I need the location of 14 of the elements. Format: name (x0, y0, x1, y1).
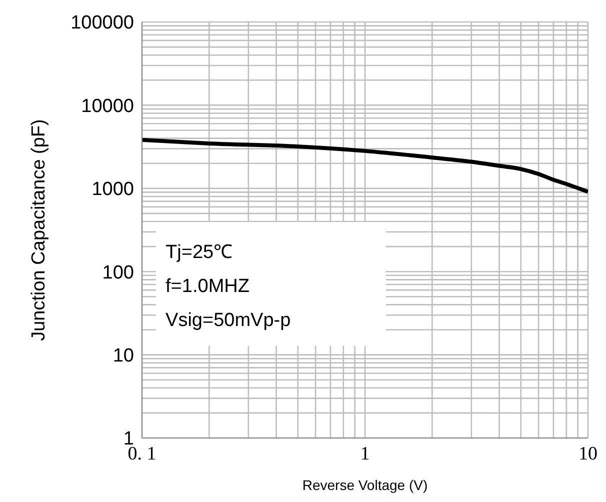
x-tick-label: 1 (360, 443, 370, 464)
y-tick-label: 100 (102, 262, 134, 284)
y-tick-label: 100000 (70, 12, 134, 34)
y-tick-label: 10 (112, 346, 134, 367)
y-tick-label: 10000 (81, 96, 134, 117)
y-tick-label: 1000 (92, 179, 134, 200)
x-tick-label: 10 (578, 443, 598, 464)
annotation: Tj=25℃ (166, 240, 234, 264)
annotation: f=1.0MHZ (166, 274, 250, 298)
annotation: Vsig=50mVp-p (166, 308, 292, 332)
x-tick-label: 0. 1 (128, 443, 156, 464)
text-box: Tj=25℃ f=1.0MHZ Vsig=50mVp-p (156, 222, 386, 346)
x-axis-title: Reverse Voltage (V) (302, 477, 428, 493)
y-axis-title: Junction Capacitance (pF) (28, 119, 50, 341)
